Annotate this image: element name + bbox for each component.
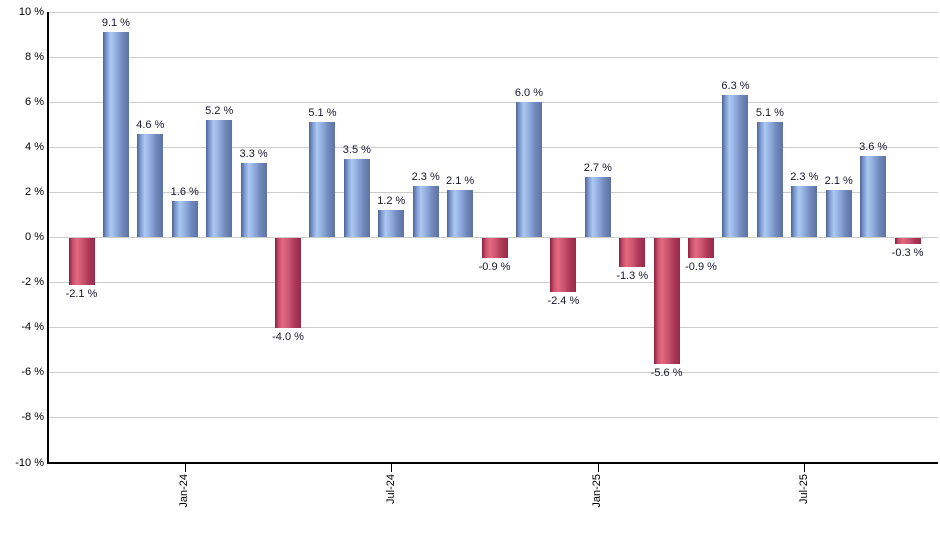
positive-bar	[206, 120, 233, 238]
bar-value-label: -0.9 %	[685, 260, 717, 273]
x-axis-tick	[597, 463, 599, 472]
x-axis-tick	[184, 463, 186, 472]
y-axis-tick-label: -2 %	[21, 276, 44, 289]
y-axis-tick-label: -4 %	[21, 321, 44, 334]
bar-value-label: 5.2 %	[205, 105, 234, 118]
positive-bar	[378, 210, 405, 238]
gridline	[48, 56, 938, 58]
positive-bar	[240, 163, 267, 238]
negative-bar	[619, 237, 646, 267]
positive-bar	[309, 122, 336, 238]
negative-bar	[481, 237, 508, 258]
y-axis-line	[47, 12, 49, 463]
positive-bar	[412, 185, 439, 238]
positive-bar	[791, 185, 818, 238]
bar-value-label: 2.3 %	[790, 170, 819, 183]
positive-bar	[860, 156, 887, 238]
bar-value-label: 5.1 %	[308, 107, 337, 120]
negative-bar	[68, 237, 95, 285]
y-axis-tick-label: 10 %	[18, 5, 44, 18]
positive-bar	[756, 122, 783, 238]
y-axis-tick-label: -8 %	[21, 411, 44, 424]
y-axis-tick-label: 6 %	[25, 95, 44, 108]
y-axis-tick-label: 0 %	[25, 231, 44, 243]
bar-value-label: 5.1 %	[755, 107, 784, 120]
bar-value-label: 2.7 %	[583, 161, 612, 174]
positive-bar	[447, 190, 474, 238]
gridline	[48, 327, 938, 329]
bar-value-label: 3.6 %	[859, 141, 888, 154]
positive-bar	[825, 190, 852, 238]
y-axis-tick-label: 4 %	[25, 140, 44, 153]
bar-value-label: 1.6 %	[170, 186, 199, 199]
negative-bar	[653, 237, 680, 364]
positive-bar	[343, 158, 370, 238]
gridline	[48, 417, 938, 419]
bar-value-label: -2.4 %	[547, 294, 580, 307]
negative-bar	[688, 237, 715, 258]
bar-value-label: -4.0 %	[272, 330, 304, 343]
positive-bar	[722, 95, 749, 238]
positive-bar	[137, 133, 164, 238]
bar-value-label: 1.2 %	[377, 195, 406, 208]
gridline	[48, 282, 938, 284]
bar-value-label: 3.5 %	[342, 143, 371, 156]
negative-bar	[550, 237, 577, 292]
bar-value-label: 6.3 %	[721, 80, 750, 93]
x-axis-tick-label: Jan-24	[178, 474, 191, 508]
bar-value-label: 9.1 %	[101, 17, 130, 30]
gridline	[48, 101, 938, 103]
x-axis-tick	[804, 463, 806, 472]
bar-value-label: 4.6 %	[136, 118, 165, 131]
gridline	[48, 11, 938, 13]
gridline	[48, 372, 938, 374]
bar-value-label: -5.6 %	[650, 366, 683, 379]
gridline	[48, 191, 938, 193]
y-axis-tick-label: -6 %	[21, 366, 44, 379]
x-axis-tick-label: Jan-25	[591, 474, 604, 508]
bar-value-label: 2.3 %	[411, 170, 440, 183]
bar-value-label: 2.1 %	[824, 175, 853, 188]
bar-value-label: -1.3 %	[616, 269, 649, 282]
y-axis-tick-label: -10 %	[15, 456, 44, 469]
x-axis-tick-label: Jul-25	[797, 474, 810, 504]
y-axis-tick-label: 8 %	[25, 50, 44, 63]
x-axis-tick-label: Jul-24	[384, 474, 397, 504]
bar-value-label: 3.3 %	[239, 148, 268, 161]
bar-value-label: 2.1 %	[446, 175, 475, 188]
gridline	[48, 146, 938, 148]
bar-value-label: -2.1 %	[65, 287, 98, 300]
negative-bar	[275, 237, 302, 328]
bar-value-label: -0.9 %	[478, 260, 511, 273]
positive-bar	[584, 176, 611, 238]
positive-bar	[102, 32, 129, 238]
bar-value-label: 6.0 %	[514, 87, 544, 100]
positive-bar	[515, 102, 542, 238]
x-axis-tick	[391, 463, 393, 472]
negative-bar	[894, 237, 921, 245]
y-axis-tick-label: 2 %	[25, 185, 44, 198]
x-axis-line	[47, 462, 938, 464]
positive-bar	[171, 201, 198, 238]
bar-value-label: -0.3 %	[891, 247, 924, 260]
